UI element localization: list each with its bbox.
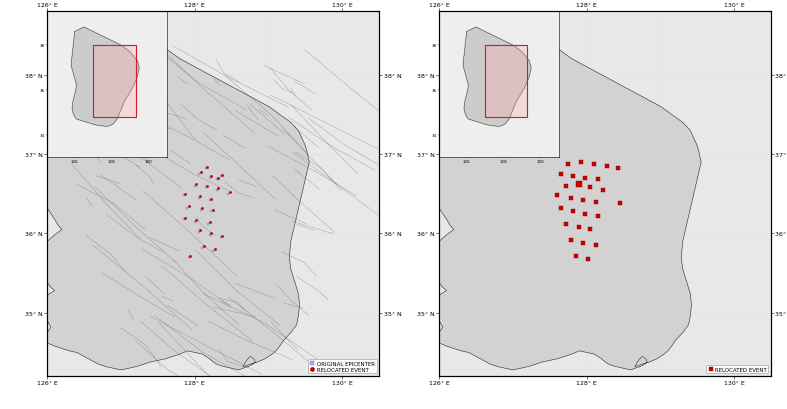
Polygon shape <box>32 20 309 370</box>
Polygon shape <box>424 20 701 370</box>
Legend: RELOCATED EVENT: RELOCATED EVENT <box>706 365 768 373</box>
Legend: ORIGINAL EPICENTER, RELOCATED EVENT: ORIGINAL EPICENTER, RELOCATED EVENT <box>308 359 376 373</box>
